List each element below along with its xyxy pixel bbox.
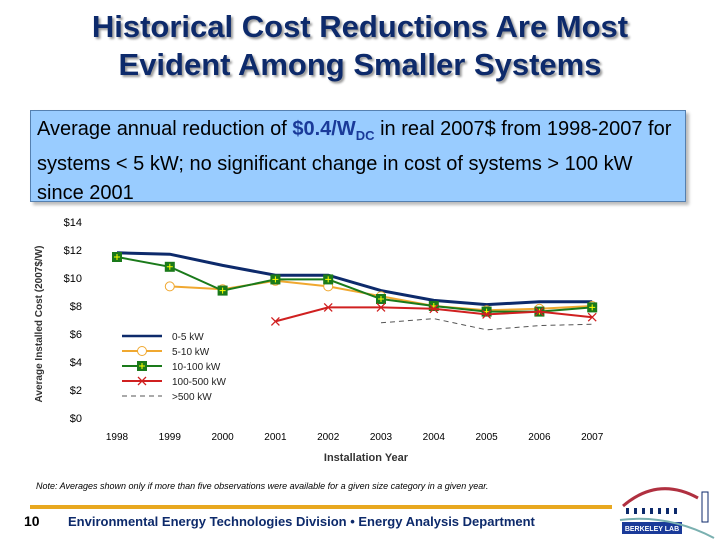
title-line-2: Evident Among Smaller Systems xyxy=(118,47,602,82)
data-point-plus xyxy=(219,287,226,294)
legend-label: 5-10 kW xyxy=(172,347,210,358)
callout-post: in real 2007$ from 1998-2007 for systems… xyxy=(37,118,672,204)
callout-box: Average annual reduction of $0.4/WDC in … xyxy=(30,110,686,204)
note: Note: Averages shown only if more than f… xyxy=(36,481,489,491)
legend-label: 0-5 kW xyxy=(172,332,204,343)
data-point xyxy=(164,281,175,292)
svg-text:BERKELEY LAB: BERKELEY LAB xyxy=(625,526,679,533)
data-point xyxy=(270,316,280,326)
berkeley-lab-logo: BERKELEY LAB xyxy=(619,487,715,539)
slide-title: Historical Cost Reductions Are Most Evid… xyxy=(0,8,720,84)
page-number: 10 xyxy=(24,513,40,529)
series-line xyxy=(380,318,593,331)
series-line xyxy=(116,251,593,307)
y-tick-label: $14 xyxy=(64,217,82,229)
data-point-plus xyxy=(272,276,279,283)
data-point xyxy=(137,346,147,356)
x-tick-label: 2006 xyxy=(528,432,551,443)
data-point-plus xyxy=(114,254,120,260)
y-tick-label: $2 xyxy=(70,385,82,397)
title-line-1: Historical Cost Reductions Are Most xyxy=(91,9,629,44)
y-tick-label: $8 xyxy=(70,301,82,313)
y-tick-label: $0 xyxy=(70,413,82,425)
data-point xyxy=(376,302,386,312)
y-axis-label: Average Installed Cost (2007$/W) xyxy=(34,246,45,403)
legend-label: 100-500 kW xyxy=(172,377,226,388)
x-tick-label: 1998 xyxy=(106,432,129,443)
data-point xyxy=(482,309,492,319)
data-point-plus xyxy=(166,263,173,270)
x-tick-label: 2003 xyxy=(370,432,393,443)
data-point xyxy=(137,376,147,386)
data-point xyxy=(534,307,544,317)
data-point xyxy=(429,304,439,314)
data-point-plus xyxy=(325,276,332,283)
y-tick-label: $10 xyxy=(64,273,82,285)
x-tick-label: 2000 xyxy=(211,432,234,443)
footer-text: Environmental Energy Technologies Divisi… xyxy=(68,514,535,529)
data-point-plus xyxy=(378,296,384,302)
callout-value-text: $0.4/W xyxy=(292,118,356,140)
footer-rule xyxy=(30,505,612,509)
data-point-plus xyxy=(139,363,145,369)
data-point xyxy=(587,312,597,322)
x-tick-label: 1999 xyxy=(159,432,182,443)
callout-sub: DC xyxy=(355,128,375,143)
x-axis-label: Installation Year xyxy=(324,452,409,464)
legend-label: >500 kW xyxy=(172,392,212,403)
x-tick-label: 2002 xyxy=(317,432,340,443)
callout-value: $0.4/WDC xyxy=(292,118,375,143)
data-point-plus xyxy=(589,304,596,311)
y-tick-label: $6 xyxy=(70,329,82,341)
data-point xyxy=(323,302,333,312)
x-tick-label: 2001 xyxy=(264,432,287,443)
x-tick-label: 2004 xyxy=(423,432,446,443)
y-tick-label: $4 xyxy=(70,357,82,369)
legend-label: 10-100 kW xyxy=(172,362,221,373)
series-line xyxy=(116,256,593,313)
x-tick-label: 2007 xyxy=(581,432,604,443)
callout-pre: Average annual reduction of xyxy=(37,118,293,140)
y-tick-label: $12 xyxy=(64,245,82,257)
x-tick-label: 2005 xyxy=(475,432,498,443)
